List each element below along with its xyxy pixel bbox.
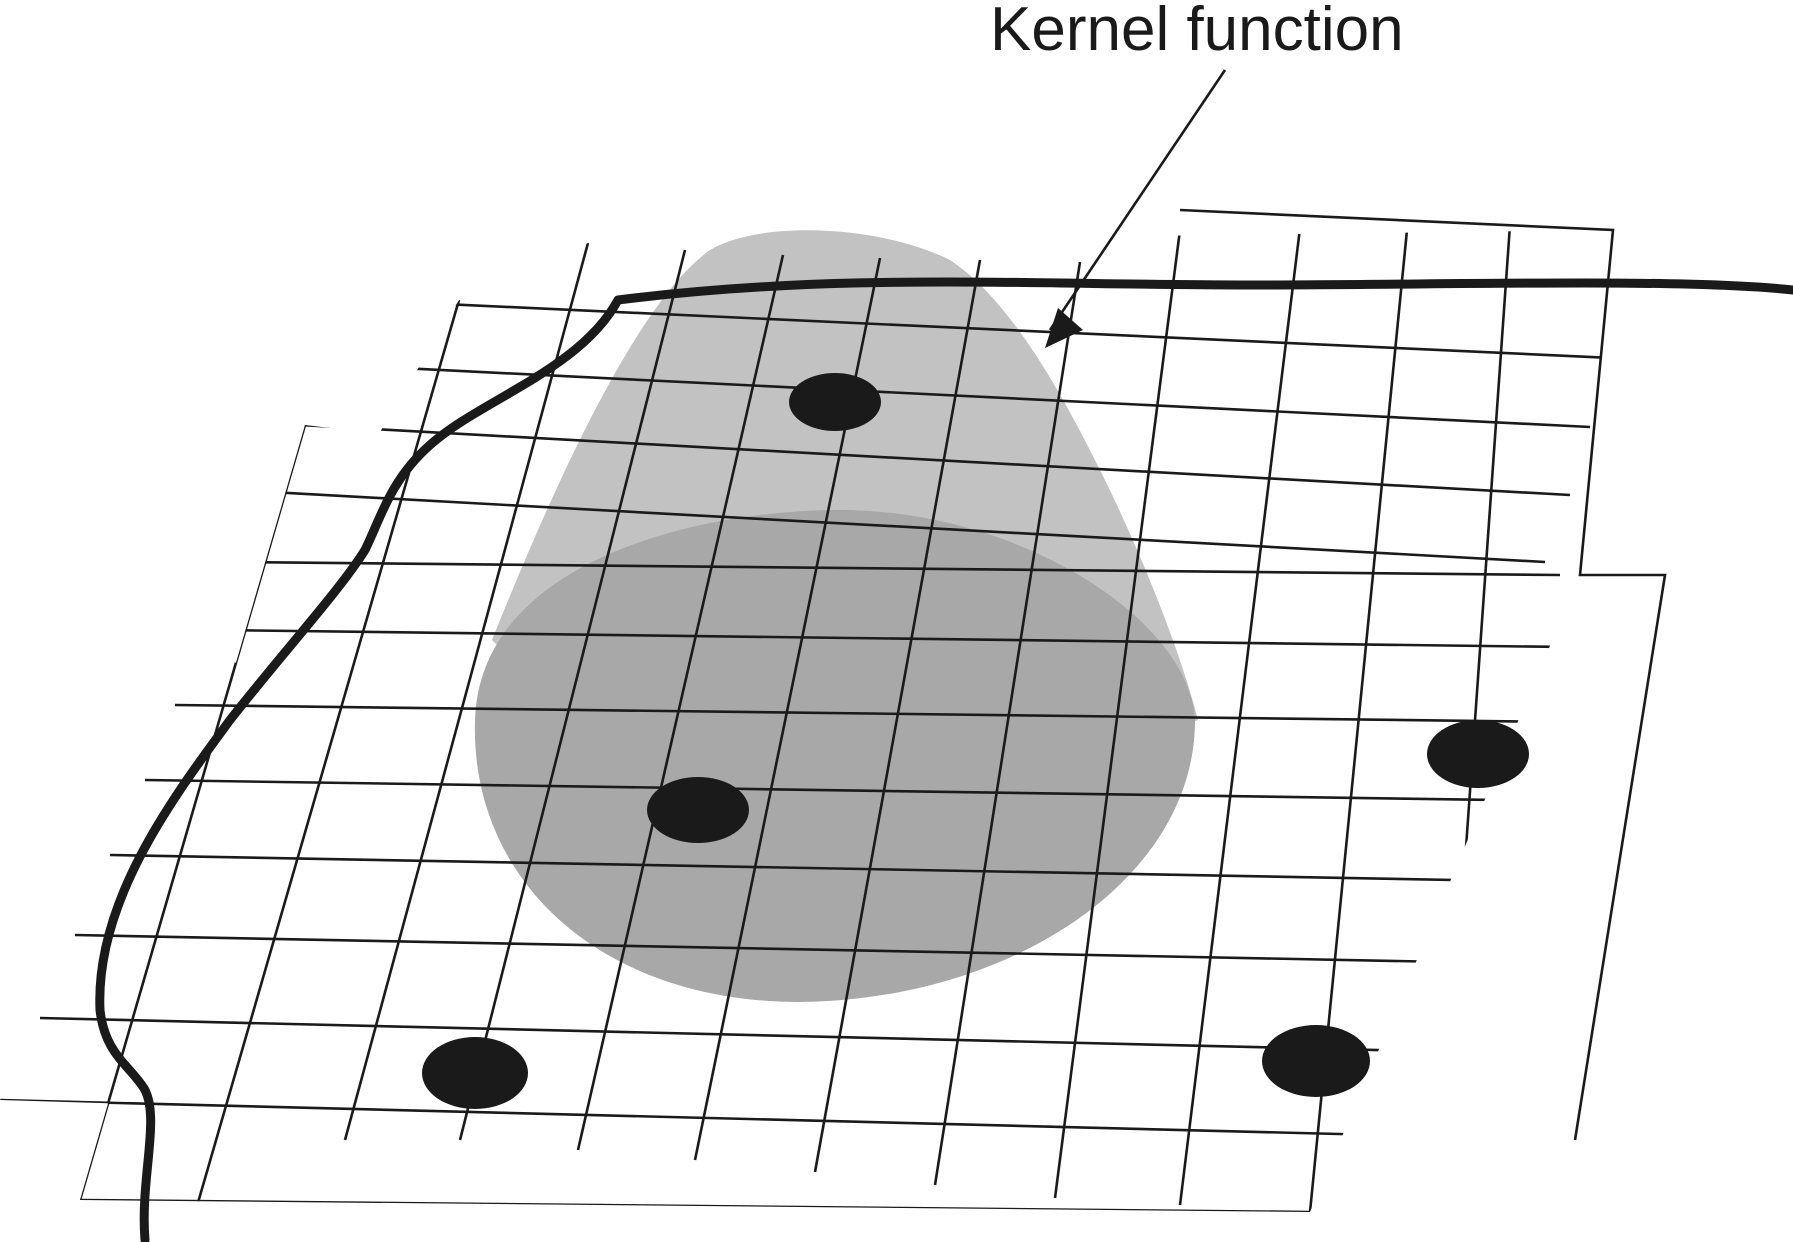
grid-row <box>0 1098 1576 1142</box>
grid-row <box>74 933 1601 967</box>
grid-row <box>144 778 1613 804</box>
data-points <box>422 373 1529 1109</box>
data-point <box>422 1037 528 1109</box>
grid-row <box>239 560 1561 577</box>
data-point <box>789 373 881 431</box>
grid-row <box>79 1198 1311 1212</box>
grid-col <box>576 254 785 1151</box>
kernel-callout: Kernel function <box>990 0 1404 348</box>
grid-col <box>343 242 590 1141</box>
grid-row <box>399 300 1613 360</box>
arrowhead-icon <box>1045 308 1083 348</box>
grid-row <box>214 628 1613 650</box>
grid-col <box>193 299 461 1212</box>
grid-col <box>78 424 307 1201</box>
grid-row <box>174 703 1613 725</box>
thick-curve <box>95 277 1793 1242</box>
grid-col <box>1558 230 1613 1141</box>
data-point <box>647 777 749 843</box>
kernel-inner-shape <box>474 510 1195 1002</box>
grid <box>0 230 1613 1212</box>
kernel-function <box>474 230 1198 1002</box>
grid-col <box>1178 230 1304 1206</box>
grid-row <box>269 490 1546 564</box>
grid-col <box>933 261 1082 1186</box>
grid-row <box>109 853 1613 885</box>
callout-pointer-line <box>1048 69 1227 331</box>
grid-row <box>299 423 1571 497</box>
data-point <box>1262 1025 1370 1097</box>
kernel-function-label: Kernel function <box>990 0 1404 64</box>
grid-col <box>1443 230 1512 1146</box>
grid-col <box>813 259 982 1173</box>
grid-col <box>458 249 687 1141</box>
data-point <box>1427 720 1529 788</box>
grid-border <box>1179 208 1667 1141</box>
grid-col <box>1053 230 1182 1199</box>
